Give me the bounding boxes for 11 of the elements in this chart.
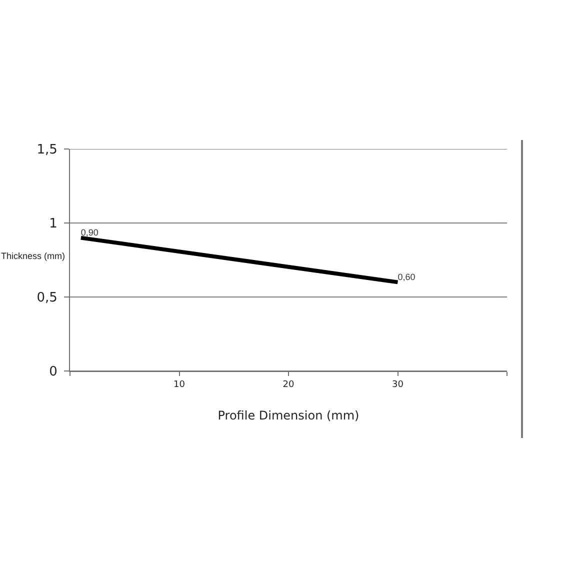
x-axis-title: Profile Dimension (mm) <box>218 408 360 423</box>
y-axis-title: Thickness (mm) <box>1 251 66 261</box>
y-tick-label: 1,5 <box>36 142 58 158</box>
y-tick-label: 1 <box>49 216 58 232</box>
data-label: 0,90 <box>80 228 98 238</box>
data-label: 0,60 <box>398 272 416 282</box>
x-tick-label: 20 <box>282 380 294 390</box>
y-tick-label: 0 <box>49 364 58 380</box>
y-tick-label: 0,5 <box>36 290 58 306</box>
x-tick-label: 10 <box>174 380 186 390</box>
x-tick-label: 30 <box>392 380 404 390</box>
